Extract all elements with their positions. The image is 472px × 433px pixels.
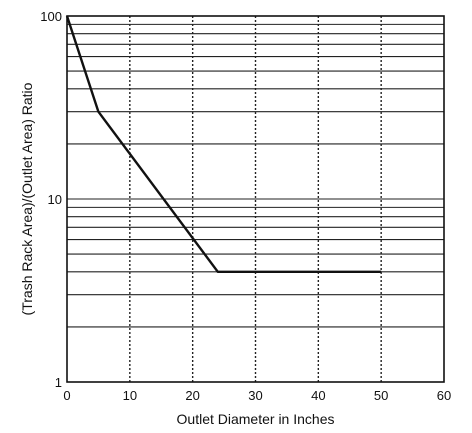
grid-lines: [67, 16, 444, 382]
y-tick-label: 10: [48, 192, 62, 207]
y-tick-label: 1: [55, 375, 62, 390]
tick-labels: 0 10 20 30 40 50 60 1 10 100: [40, 9, 451, 403]
data-series-line: [65, 15, 382, 273]
plot-frame: [66, 15, 445, 383]
x-tick-label: 20: [185, 388, 199, 403]
y-axis-label: (Trash Rack Area)/(Outlet Area) Ratio: [19, 82, 35, 315]
x-tick-label: 40: [311, 388, 325, 403]
x-tick-label: 60: [437, 388, 451, 403]
x-axis-label: Outlet Diameter in Inches: [177, 411, 335, 427]
x-tick-label: 10: [123, 388, 137, 403]
y-tick-label: 100: [40, 9, 62, 24]
x-tick-label: 30: [248, 388, 262, 403]
series-group: [65, 15, 382, 273]
x-tick-label: 50: [374, 388, 388, 403]
x-tick-label: 0: [63, 388, 70, 403]
